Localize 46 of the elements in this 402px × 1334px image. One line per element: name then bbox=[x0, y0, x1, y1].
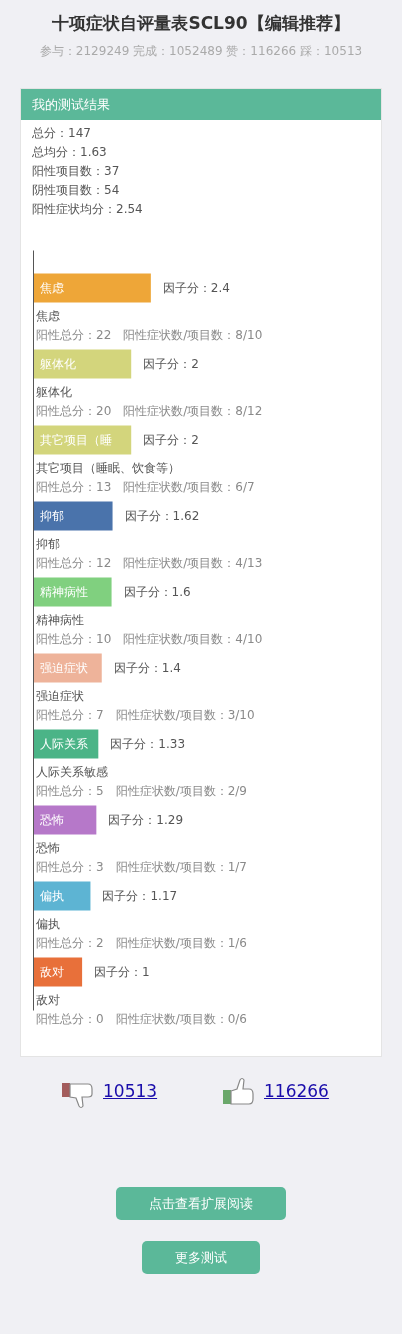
y-tick-label: 人际关系 bbox=[39, 737, 88, 751]
text: 十项症状自评量表SCL90【编辑推荐】 bbox=[51, 12, 351, 35]
y-tick-label: 偏执 bbox=[39, 889, 64, 903]
text: 总均分：1.63 bbox=[32, 144, 108, 161]
annotation: 阳性总分：5 阳性症状数/项目数：2/9 bbox=[36, 783, 247, 798]
text: 阳性症状均分：2.54 bbox=[32, 201, 144, 218]
text: 阳性总分：0 阳性症状数/项目数：0/6 bbox=[36, 1011, 247, 1026]
text: 10513 bbox=[103, 1081, 158, 1101]
annotation: 人际关系敏感 bbox=[36, 764, 108, 779]
annotation: 阳性总分：20 阳性症状数/项目数：8/12 bbox=[36, 403, 263, 418]
data-label: 因子分：1.33 bbox=[110, 737, 186, 751]
text: 总分：147 bbox=[32, 125, 92, 142]
data-label: 因子分：1.4 bbox=[113, 661, 181, 675]
data-label: 因子分：1.6 bbox=[123, 585, 191, 599]
y-tick-label: 精神病性 bbox=[39, 585, 88, 599]
data-label: 因子分：1.29 bbox=[108, 813, 184, 827]
text: 我的测试结果 bbox=[21, 89, 381, 120]
data-label: 因子分：2 bbox=[143, 433, 199, 447]
data-label: 因子分：1 bbox=[94, 965, 150, 979]
text: 点击查看扩展阅读 bbox=[116, 1187, 286, 1220]
annotation: 阳性总分：3 阳性症状数/项目数：1/7 bbox=[36, 859, 247, 874]
y-tick-label: 敌对 bbox=[39, 965, 64, 979]
annotation: 其它项目（睡眠、饮食等） bbox=[36, 460, 180, 475]
text: 116266 bbox=[264, 1081, 329, 1101]
text: 阴性项目数：54 bbox=[32, 182, 121, 199]
y-tick-label: 焦虑 bbox=[39, 281, 64, 295]
annotation: 阳性总分：12 阳性症状数/项目数：4/13 bbox=[36, 555, 263, 570]
bar bbox=[33, 273, 151, 303]
text: 阳性项目数：37 bbox=[32, 163, 121, 180]
annotation: 阳性总分：7 阳性症状数/项目数：3/10 bbox=[36, 707, 255, 722]
data-label: 因子分：1.62 bbox=[124, 509, 200, 523]
text: 更多测试 bbox=[142, 1241, 260, 1274]
bar bbox=[33, 501, 113, 531]
data-label: 因子分：2 bbox=[143, 357, 199, 371]
data-label: 因子分：1.17 bbox=[102, 889, 178, 903]
y-tick-label: 躯体化 bbox=[39, 357, 76, 371]
y-tick-label: 强迫症状 bbox=[39, 661, 88, 675]
annotation: 阳性总分：2 阳性症状数/项目数：1/6 bbox=[36, 935, 247, 950]
annotation: 阳性总分：22 阳性症状数/项目数：8/10 bbox=[36, 327, 263, 342]
y-tick-label: 抑郁 bbox=[39, 509, 64, 523]
y-tick-label: 其它项目（睡 bbox=[39, 433, 112, 447]
data-label: 因子分：2.4 bbox=[162, 281, 230, 295]
annotation: 阳性总分：10 阳性症状数/项目数：4/10 bbox=[36, 631, 263, 646]
y-tick-label: 恐怖 bbox=[38, 813, 64, 827]
annotation: 阳性总分：13 阳性症状数/项目数：6/7 bbox=[36, 479, 255, 494]
text: 参与：2129249 完成：1052489 赞：116266 踩：10513 bbox=[38, 43, 364, 60]
